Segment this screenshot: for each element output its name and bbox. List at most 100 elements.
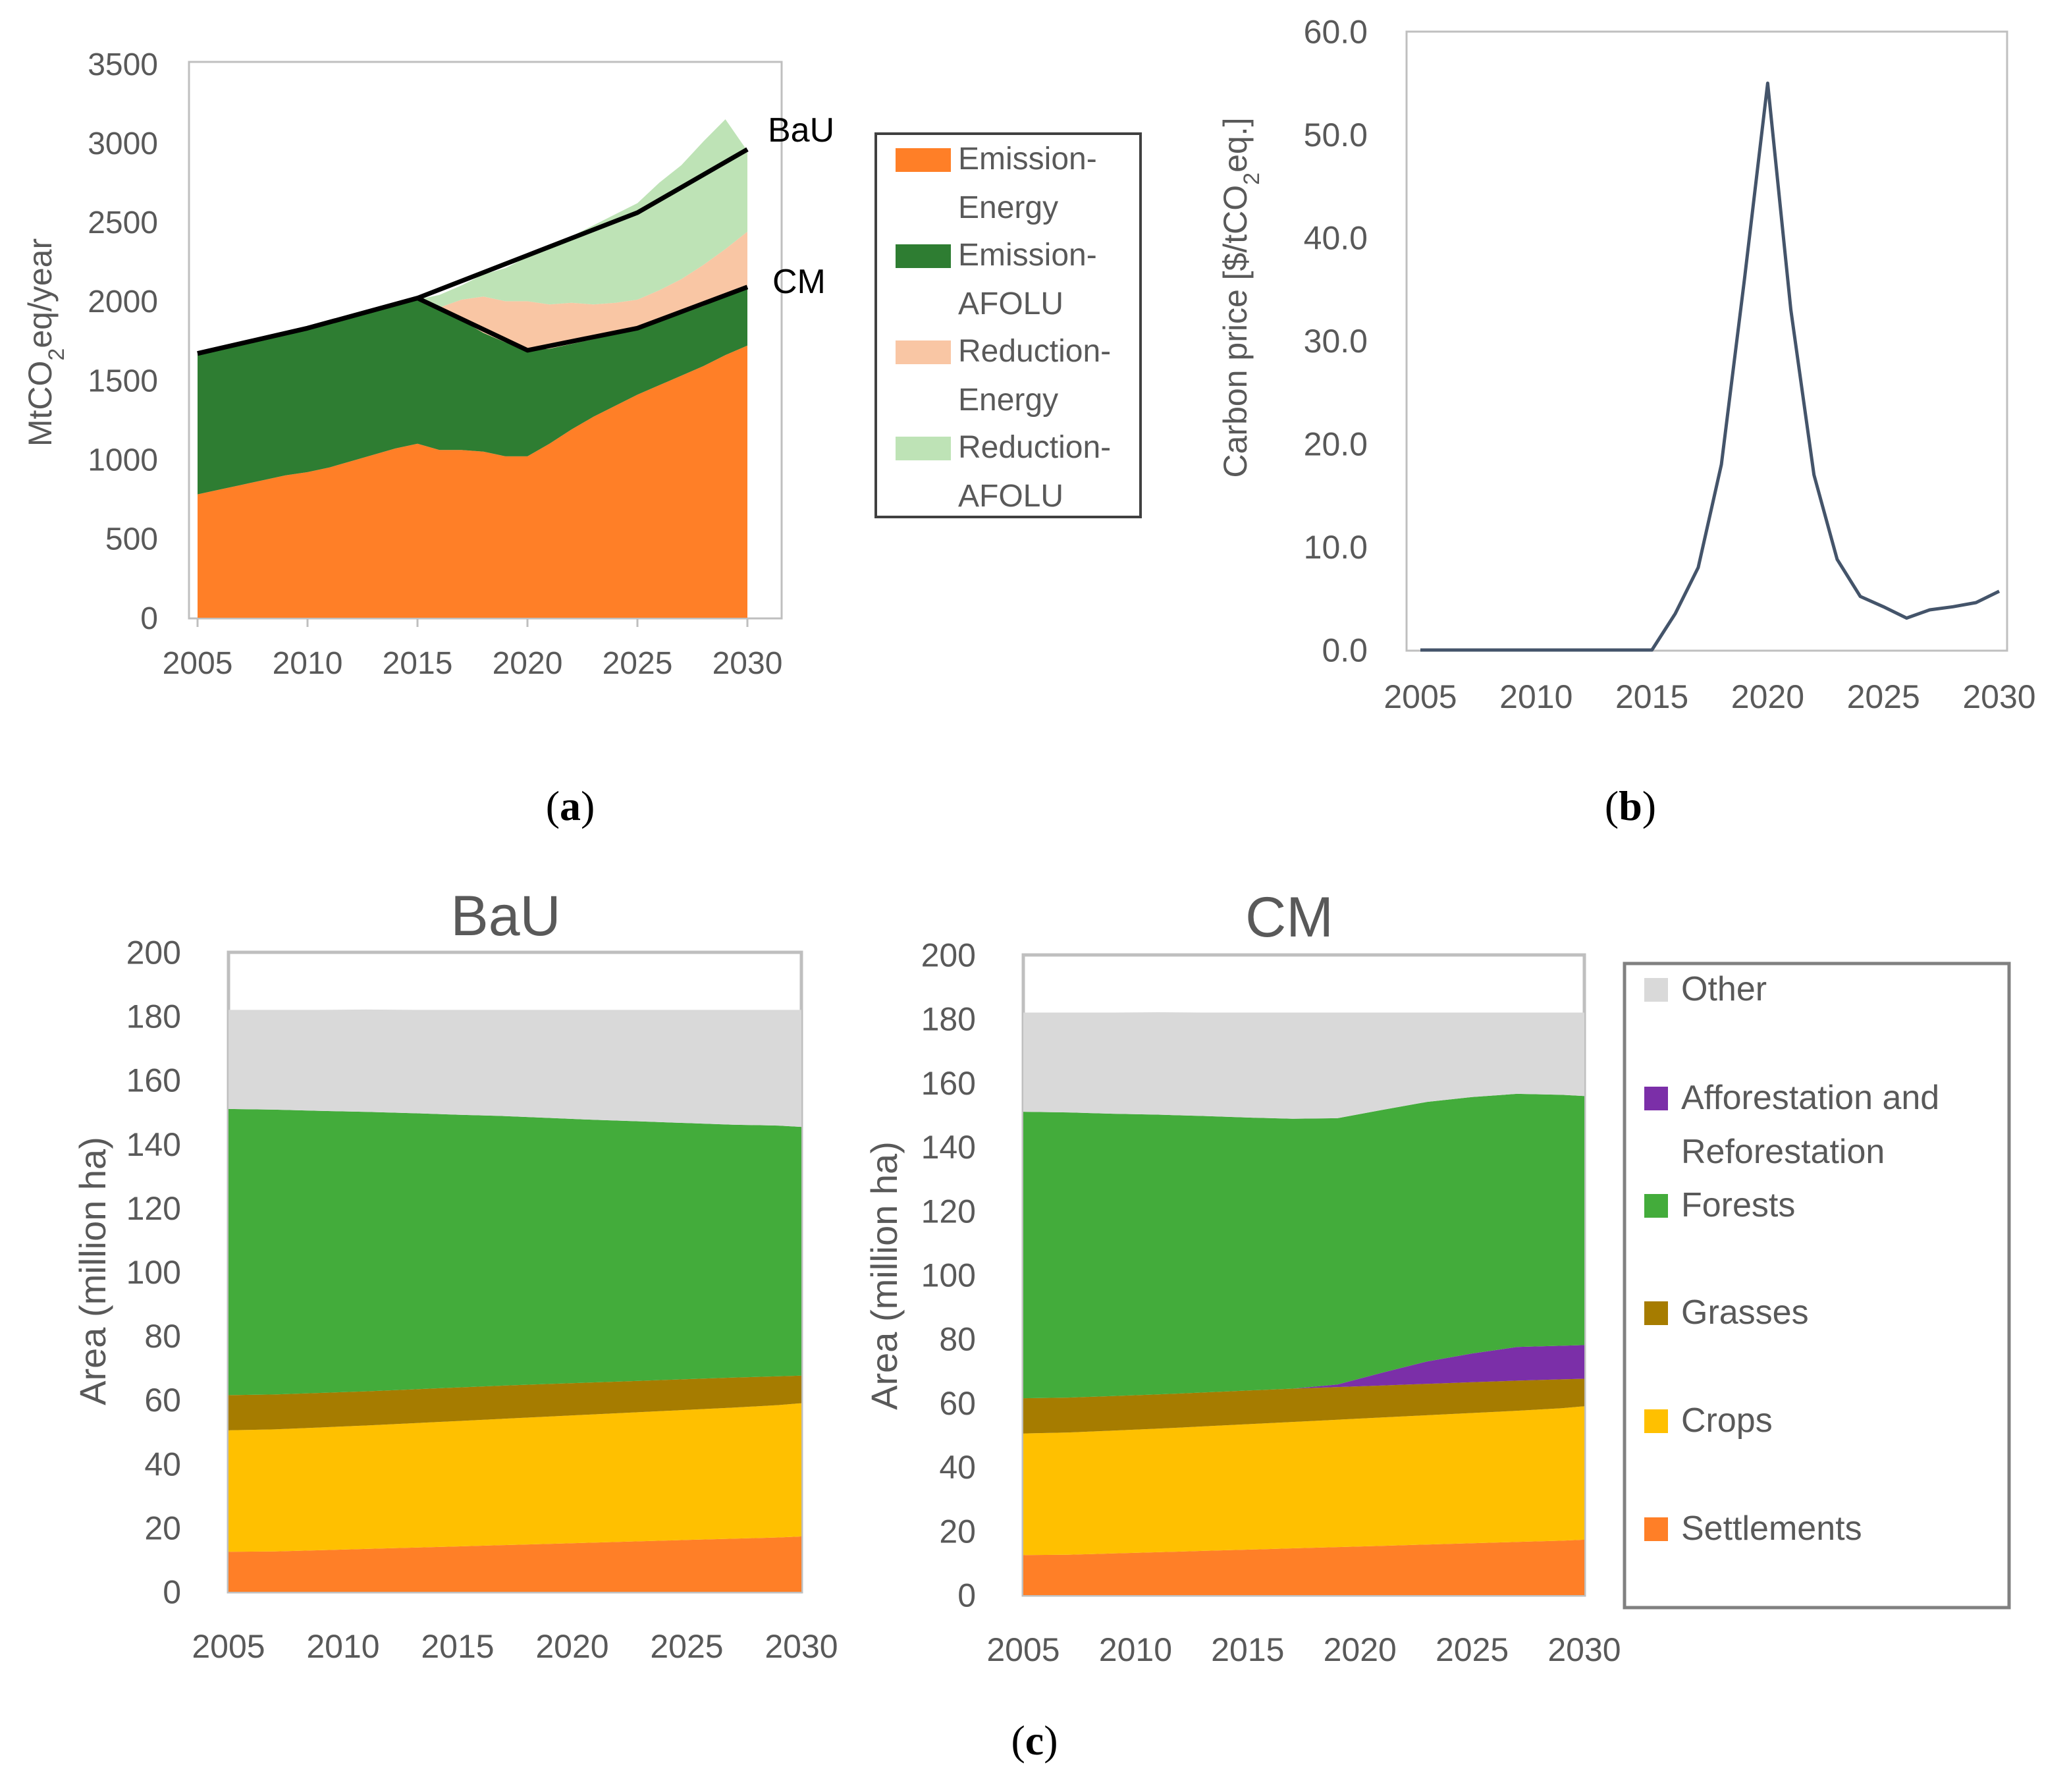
legend-a-swatch-reduction-afolu [896, 437, 951, 460]
chart-c-bau-area-crops [228, 1403, 801, 1552]
chart-a-area-reduction-energy [198, 231, 747, 354]
legend-c-swatch-forests [1644, 1194, 1668, 1218]
chart-b-ytick-label: 0.0 [1322, 632, 1368, 669]
chart-b-line-carbon-price [1420, 81, 2001, 652]
chart-a-area-emission-afolu [198, 286, 747, 495]
chart-c-bau-xtick-label: 2030 [765, 1628, 838, 1665]
legend-c-swatch-other [1644, 978, 1668, 1002]
chart-c-cm-ytick-label: 200 [921, 937, 976, 974]
legend-a-label: Emission- [958, 142, 1097, 176]
chart-c-bau-ytick-label: 100 [126, 1254, 181, 1291]
chart-c-bau-xtick-label: 2015 [421, 1628, 494, 1665]
panel-c-bau-landuse-chart: BaU 0 20 40 60 80 100 120 140 160 180 200 2005 2010… [72, 884, 838, 1665]
chart-a-ytick-label: 3500 [88, 47, 158, 82]
chart-c-cm-area-settlements [1023, 1539, 1584, 1595]
legend-c: Other Afforestation and Reforestation Fores… [1623, 962, 2011, 1610]
legend-a-swatch-emission-energy [896, 148, 951, 172]
legend-c-label: Other [1681, 970, 1767, 1008]
legend-a-label: AFOLU [958, 479, 1063, 514]
chart-c-bau-area-settlements [228, 1536, 801, 1592]
chart-c-cm-xtick-label: 2015 [1211, 1631, 1284, 1668]
chart-c-bau-ytick-label: 140 [126, 1126, 181, 1163]
chart-c-bau-ytick-label: 120 [126, 1190, 181, 1227]
chart-title-cm: CM [1245, 886, 1333, 949]
legend-a-label: Reduction- [958, 430, 1111, 465]
chart-b-xtick-label: 2025 [1847, 678, 1920, 715]
chart-c-bau-ytick-label: 60 [144, 1382, 181, 1419]
chart-c-cm-xtick-label: 2025 [1436, 1631, 1509, 1668]
ylabel-c-cm: Area (million ha) [863, 1141, 905, 1410]
chart-a-xtick-label: 2015 [383, 646, 453, 681]
chart-a-ytick-label: 500 [105, 522, 158, 557]
chart-b-xtick-label: 2020 [1731, 678, 1804, 715]
chart-a-area-reduction-afolu [198, 119, 747, 354]
chart-a-xtick-label: 2010 [273, 646, 343, 681]
panel-label-c: (c) [1011, 1717, 1058, 1764]
chart-c-bau-ytick-label: 180 [126, 998, 181, 1035]
chart-a-line-cm [197, 285, 749, 356]
legend-a-label: AFOLU [958, 286, 1063, 321]
chart-b-ytick-label: 10.0 [1304, 529, 1368, 566]
chart-c-bau-ytick-label: 200 [126, 935, 181, 971]
chart-c-cm-ytick-label: 140 [921, 1129, 976, 1166]
chart-b-ytick-label: 20.0 [1304, 426, 1368, 463]
legend-c-label: Grasses [1681, 1293, 1809, 1332]
legend-c-label: Crops [1681, 1401, 1773, 1440]
legend-a-label: Energy [958, 383, 1058, 418]
panel-b-carbon-price-chart: 0.0 10.0 20.0 30.0 40.0 50.0 60.0 2005 2010 2015… [1217, 14, 2036, 830]
annotation-bau: BaU [768, 111, 834, 149]
legend-a-label: Reduction- [958, 334, 1111, 369]
chart-a-xtick-label: 2030 [712, 646, 783, 681]
chart-c-cm-ytick-label: 80 [939, 1321, 976, 1358]
plot-a-border [188, 61, 783, 620]
chart-c-cm-ytick-label: 20 [939, 1513, 976, 1550]
chart-c-bau-ytick-label: 0 [163, 1574, 181, 1611]
chart-c-bau-ytick-label: 80 [144, 1318, 181, 1355]
chart-a-ytick-label: 2000 [88, 285, 158, 319]
chart-c-cm-area-afforestation-and-reforestation [1023, 1345, 1584, 1399]
ylabel-b: Carbon price [$/tCO2eq.] [1217, 118, 1264, 478]
panel-a-emissions-chart: 0 500 1000 1500 2000 2500 3000 3500 2005 2010 201… [22, 47, 1142, 829]
chart-c-bau-area-forests [228, 1108, 801, 1396]
chart-c-bau-ytick-label: 20 [144, 1509, 181, 1546]
legend-c-label: Forests [1681, 1186, 1795, 1224]
chart-c-cm-area-grasses [1023, 1378, 1584, 1434]
chart-a-ytick-label: 1500 [88, 364, 158, 398]
chart-b-ytick-label: 60.0 [1304, 14, 1368, 51]
chart-a-xtick-label: 2020 [493, 646, 563, 681]
chart-c-bau-area-grasses [228, 1375, 801, 1430]
ylabel-a: MtCO2eq/year [22, 238, 69, 447]
chart-c-bau-xtick-label: 2010 [306, 1628, 379, 1665]
chart-b-xtick-label: 2030 [1962, 678, 2035, 715]
chart-c-cm-xtick-label: 2020 [1324, 1631, 1397, 1668]
chart-c-cm-ytick-label: 160 [921, 1065, 976, 1102]
chart-a-ytick-label: 0 [140, 601, 158, 636]
annotation-cm: CM [772, 263, 826, 301]
chart-c-bau-area-other [228, 1009, 801, 1127]
legend-a: Emission- Energy Emission- AFOLU Reduction- E… [874, 132, 1142, 518]
legend-c-swatch-settlements [1644, 1517, 1668, 1541]
legend-c-swatch-crops [1644, 1409, 1668, 1433]
chart-c-cm-area-forests [1023, 1093, 1584, 1399]
panel-label-a: (a) [546, 782, 595, 829]
chart-a-ytick-label: 1000 [88, 443, 158, 478]
chart-c-cm-ytick-label: 180 [921, 1001, 976, 1038]
legend-a-label: Emission- [958, 238, 1097, 273]
chart-c-cm-ytick-label: 0 [957, 1577, 976, 1614]
legend-c-label: Afforestation and [1681, 1079, 1939, 1117]
panel-c-cm-landuse-chart: CM 0 20 40 60 80 100 120 140 160 180 200 2005 2010 2… [863, 886, 1621, 1668]
chart-a-xtick-label: 2025 [603, 646, 673, 681]
chart-title-bau: BaU [450, 884, 560, 948]
legend-a-swatch-reduction-energy [896, 340, 951, 364]
legend-c-label: Reforestation [1681, 1133, 1885, 1171]
chart-c-cm-xtick-label: 2010 [1099, 1631, 1172, 1668]
chart-b-ytick-label: 40.0 [1304, 220, 1368, 257]
chart-a-ytick-label: 3000 [88, 126, 158, 161]
chart-b-xtick-label: 2010 [1499, 678, 1572, 715]
chart-a-xtick-label: 2005 [163, 646, 233, 681]
chart-b-ytick-label: 50.0 [1304, 117, 1368, 153]
legend-c-frame [1623, 962, 2011, 1610]
legend-c-label: Settlements [1681, 1509, 1862, 1548]
chart-b-ytick-label: 30.0 [1304, 323, 1368, 360]
